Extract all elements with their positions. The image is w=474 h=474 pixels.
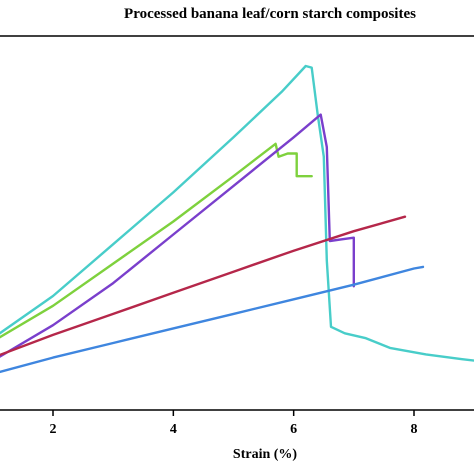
x-tick-label: 8 [411,422,418,437]
x-tick-label: 6 [290,422,297,437]
x-axis-ticks: 2 4 6 8 [50,410,418,437]
x-tick-label: 2 [50,422,57,437]
series-line-1 [0,64,474,362]
x-tick-label: 4 [170,422,177,437]
series-line-3 [0,113,355,358]
chart-title: Processed banana leaf/corn starch compos… [124,6,416,22]
series-layer [0,64,474,374]
series-line-4 [0,215,407,357]
series-line-5 [0,265,425,374]
series-line-2 [0,142,313,339]
x-axis-label: Strain (%) [233,447,298,462]
